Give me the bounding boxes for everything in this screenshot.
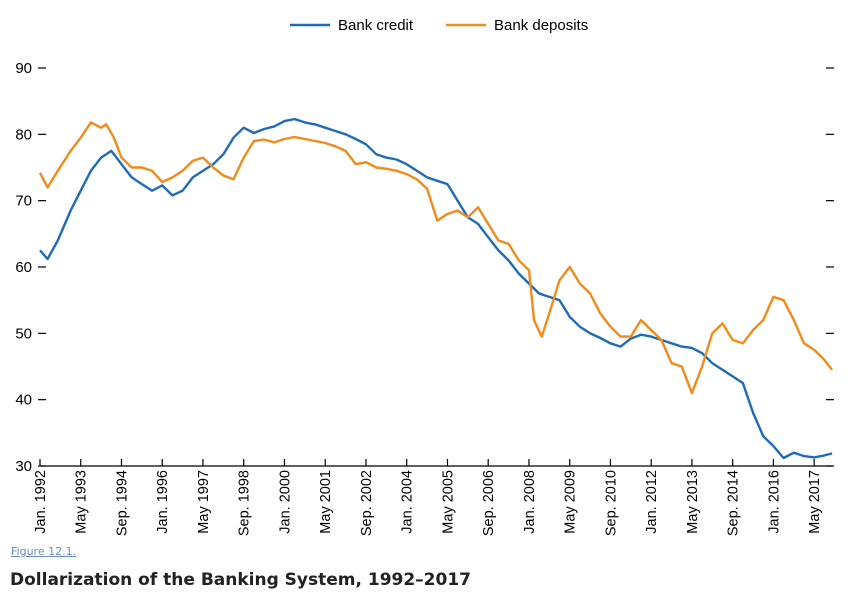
figure-caption-link[interactable]: Figure 12.1.: [11, 545, 76, 558]
x-tick-label: Jan. 2016: [766, 470, 782, 534]
x-tick-label: Jan. 2004: [400, 470, 416, 534]
x-tick-label: May 2001: [318, 470, 334, 534]
x-tick-label: Sep. 1998: [237, 470, 253, 536]
chart-axes: 30 40 50 60 70 80 90 Jan. 1992 May 1993 Sep. 1994…: [15, 60, 834, 536]
chart-legend: Bank credit Bank deposits: [290, 17, 588, 34]
y-tick-label: 50: [15, 325, 32, 342]
figure-title: Dollarization of the Banking System, 199…: [10, 570, 471, 590]
x-tick-label: Sep. 1994: [114, 470, 130, 536]
x-tick-label: Sep. 2010: [603, 470, 619, 536]
x-tick-label: Jan. 2000: [277, 470, 293, 534]
y-tick-label: 30: [15, 458, 32, 475]
figure-caption-suffix: .: [72, 545, 77, 558]
series-line-bank-deposits: [38, 121, 833, 395]
x-tick-label: May 2009: [563, 470, 579, 534]
x-tick-label: May 2005: [440, 470, 456, 534]
y-tick-label: 60: [15, 259, 32, 276]
x-tick-label: May 1997: [196, 470, 212, 534]
x-tick-label: Sep. 2002: [359, 470, 375, 536]
legend-label-1: Bank deposits: [494, 17, 588, 34]
x-tick-label: May 1993: [74, 470, 90, 534]
chart-series: [38, 117, 833, 460]
x-tick-label: Sep. 2006: [481, 470, 497, 536]
y-tick-label: 80: [15, 126, 32, 143]
line-chart: Bank credit Bank deposits 30 40 50 60 70 80 90 J…: [15, 17, 834, 536]
figure-caption-link-text[interactable]: Figure 12.1: [11, 545, 73, 558]
y-tick-label: 40: [15, 392, 32, 409]
x-tick-label: Jan. 1992: [33, 470, 49, 534]
x-tick-label: May 2013: [685, 470, 701, 534]
x-tick-label: Jan. 2008: [522, 470, 538, 534]
x-tick-label: Sep. 2014: [726, 470, 742, 536]
legend-label-0: Bank credit: [338, 17, 414, 34]
x-tick-label: Jan. 1996: [155, 470, 171, 534]
series-line-bank-credit: [39, 117, 833, 460]
y-tick-label: 90: [15, 60, 32, 77]
y-tick-label: 70: [15, 193, 32, 210]
x-tick-label: Jan. 2012: [644, 470, 660, 534]
x-tick-label: May 2017: [807, 470, 823, 534]
